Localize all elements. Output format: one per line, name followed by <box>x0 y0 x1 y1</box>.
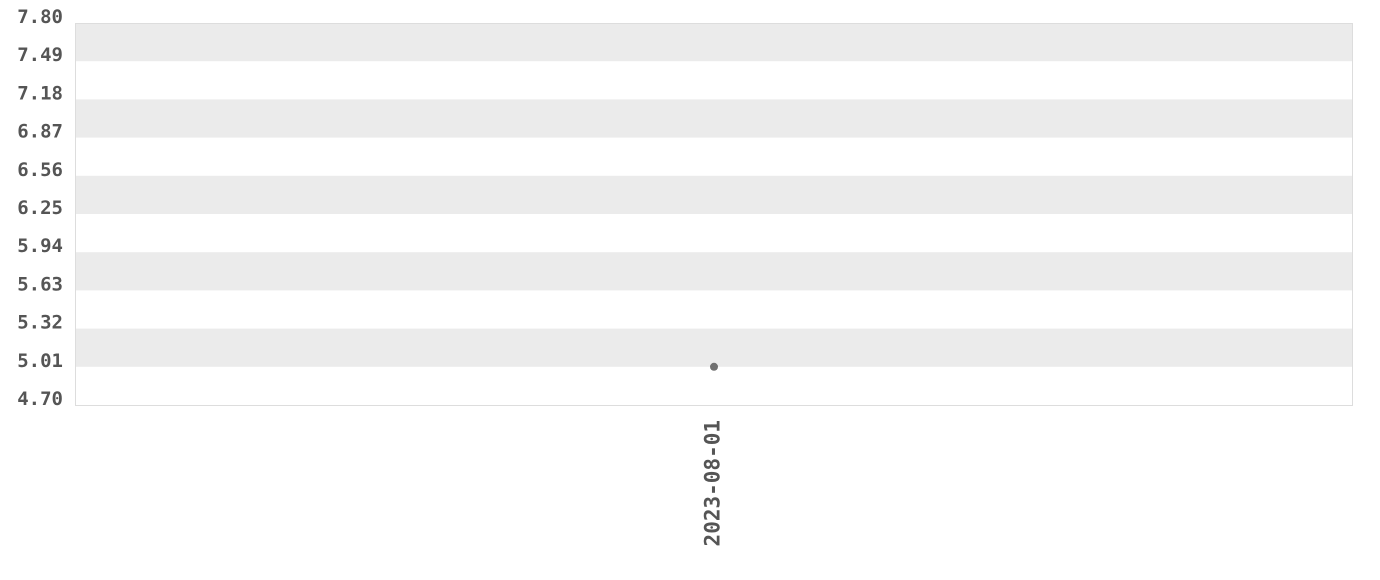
grid-band <box>75 328 1352 367</box>
y-tick-label: 6.87 <box>17 121 63 143</box>
y-tick-label: 7.80 <box>17 6 63 28</box>
y-tick-label: 5.63 <box>17 273 63 295</box>
y-tick-label: 5.01 <box>17 350 63 372</box>
plot-border <box>75 23 1353 406</box>
y-tick-label: 5.94 <box>17 235 63 257</box>
y-tick-label: 6.25 <box>17 197 63 219</box>
x-axis: 2023-08-01 <box>701 420 725 546</box>
x-tick-label: 2023-08-01 <box>701 420 725 546</box>
y-tick-label: 7.49 <box>17 44 63 66</box>
grid-band <box>75 99 1352 138</box>
grid-bands <box>75 23 1352 367</box>
y-tick-label: 4.70 <box>17 388 63 410</box>
y-axis: 7.80 7.49 7.18 6.87 6.56 6.25 5.94 5.63 5.32 5.01… <box>17 6 63 410</box>
grid-band <box>75 252 1352 291</box>
grid-band <box>75 23 1352 62</box>
grid-band <box>75 175 1352 214</box>
y-tick-label: 7.18 <box>17 82 63 104</box>
y-tick-label: 5.32 <box>17 312 63 334</box>
data-point[interactable] <box>710 362 718 371</box>
y-tick-label: 6.56 <box>17 159 63 181</box>
data-points <box>710 362 718 371</box>
